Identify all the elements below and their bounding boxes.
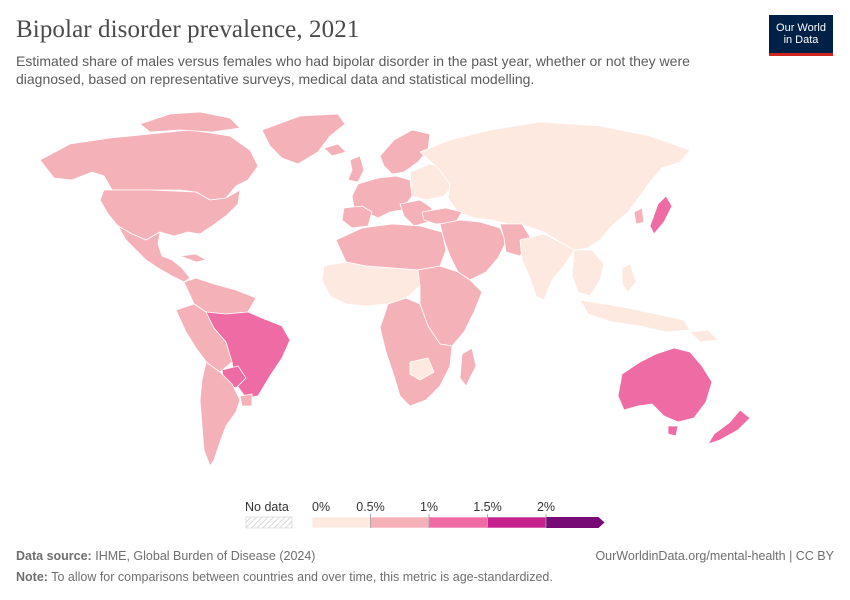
logo-line-2: in Data [783, 34, 819, 46]
chart-title: Bipolar disorder prevalence, 2021 [16, 16, 360, 43]
owid-logo[interactable]: Our World in Data [769, 15, 833, 56]
source-label: Data source: [16, 549, 92, 563]
legend-no-data-swatch[interactable] [245, 516, 293, 529]
region-brazil[interactable] [205, 311, 291, 399]
legend-tick-label: 0% [312, 500, 330, 514]
legend-bin-2[interactable] [428, 516, 488, 529]
region-tasmania[interactable] [667, 425, 679, 437]
legend-tick-label: 1% [420, 500, 438, 514]
legend-tick-label: 0.5% [356, 500, 385, 514]
footer-source-line: Data source: IHME, Global Burden of Dise… [16, 549, 834, 563]
source-text[interactable]: IHME, Global Burden of Disease (2024) [95, 549, 316, 563]
legend-tick-label: 2% [537, 500, 555, 514]
region-philippines[interactable] [621, 263, 637, 293]
chart-subtitle: Estimated share of males versus females … [16, 53, 690, 87]
legend-no-data-label: No data [245, 500, 289, 514]
footer-url[interactable]: OurWorldinData.org/mental-health | CC BY [595, 549, 834, 563]
region-south-asia[interactable] [519, 233, 575, 301]
region-russia-asia[interactable] [419, 121, 691, 251]
region-southeast-asia[interactable] [571, 249, 605, 297]
region-maritime-se-asia[interactable] [579, 299, 691, 333]
region-iceland[interactable] [323, 143, 347, 157]
region-arctic-islands[interactable] [139, 111, 241, 133]
region-png[interactable] [689, 329, 719, 343]
region-zimbabwe[interactable] [409, 357, 435, 381]
legend-bin-1[interactable] [370, 516, 430, 529]
region-western-europe[interactable] [351, 175, 413, 219]
region-korea[interactable] [633, 207, 645, 225]
legend-bin-open[interactable] [546, 517, 605, 528]
footer-note-line: Note: To allow for comparisons between c… [16, 570, 834, 584]
note-text: To allow for comparisons between countri… [51, 570, 553, 584]
region-madagascar[interactable] [459, 347, 477, 387]
region-scandinavia[interactable] [379, 129, 431, 175]
legend-bin-0[interactable] [311, 516, 371, 529]
region-southern-cone[interactable] [199, 361, 241, 467]
legend-bin-3[interactable] [487, 516, 547, 529]
region-uk-ireland[interactable] [347, 155, 365, 183]
region-new-zealand[interactable] [707, 409, 751, 445]
legend: No data 0% 0.5% 1% 1.5% 2% [245, 500, 605, 529]
region-caribbean[interactable] [179, 253, 207, 263]
region-middle-east[interactable] [439, 219, 507, 281]
region-iberia[interactable] [341, 205, 373, 229]
region-australia[interactable] [617, 347, 713, 423]
region-uruguay[interactable] [239, 393, 253, 407]
note-label: Note: [16, 570, 48, 584]
world-map[interactable] [0, 100, 850, 500]
region-greenland[interactable] [261, 113, 346, 165]
region-canada[interactable] [39, 129, 259, 201]
region-central-southern-africa[interactable] [379, 297, 453, 407]
legend-tick-label: 1.5% [473, 500, 502, 514]
region-japan[interactable] [649, 195, 673, 235]
logo-line-1: Our World [776, 22, 826, 34]
region-mexico-central-america[interactable] [117, 225, 191, 283]
